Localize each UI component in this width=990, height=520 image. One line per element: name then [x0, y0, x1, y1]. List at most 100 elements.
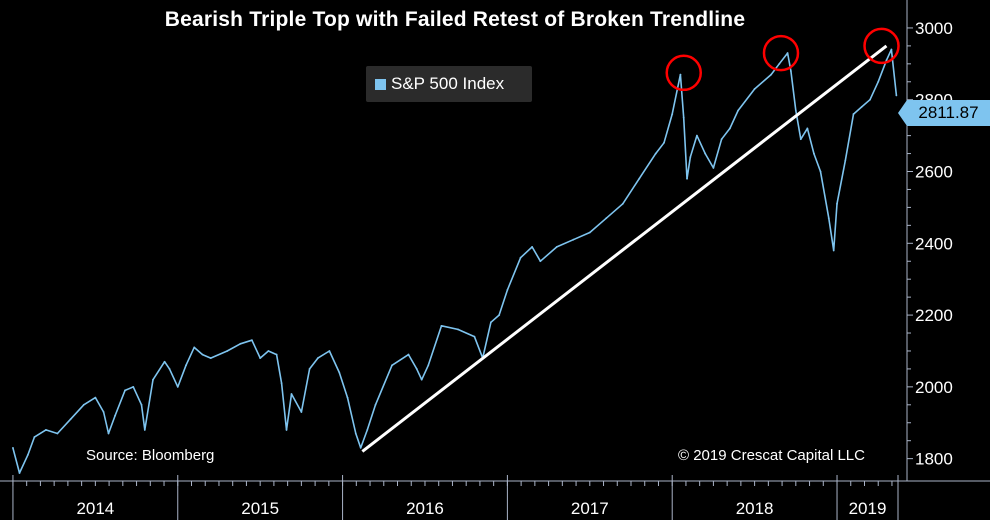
data-point — [671, 113, 674, 115]
data-point — [819, 170, 822, 173]
data-point — [877, 80, 880, 83]
y-tick-label: 3000 — [915, 19, 953, 38]
data-point — [359, 446, 362, 449]
data-point — [806, 127, 809, 130]
data-point — [696, 134, 698, 137]
x-tick-label: 2014 — [76, 499, 114, 518]
data-point — [193, 346, 196, 349]
data-point — [704, 152, 707, 155]
source-note: Source: Bloomberg — [86, 447, 215, 464]
data-point — [114, 414, 117, 417]
data-point — [786, 52, 789, 54]
data-point — [56, 432, 59, 435]
legend-label: S&P 500 Index — [391, 74, 505, 93]
data-point — [679, 73, 682, 76]
x-tick-label: 2017 — [571, 499, 609, 518]
data-point — [712, 167, 715, 169]
data-point — [473, 335, 476, 338]
data-point — [836, 202, 838, 205]
y-tick-label: 2600 — [915, 163, 953, 182]
data-point — [45, 429, 47, 431]
data-point — [689, 156, 692, 159]
data-point — [285, 429, 288, 431]
series-line-sp500 — [12, 48, 898, 474]
data-point — [885, 59, 888, 62]
data-point — [12, 446, 14, 449]
data-point — [490, 321, 492, 324]
data-point — [354, 432, 357, 435]
data-point — [572, 238, 575, 241]
data-point — [290, 393, 293, 395]
data-point — [107, 432, 110, 435]
data-point — [457, 328, 459, 331]
legend-swatch — [375, 79, 386, 90]
x-tick-label: 2016 — [406, 499, 444, 518]
data-point — [895, 94, 898, 97]
data-point — [890, 48, 893, 51]
x-tick-label: 2019 — [849, 499, 887, 518]
data-point — [168, 368, 171, 370]
data-point — [686, 177, 688, 180]
data-point — [720, 138, 723, 141]
last-value-tag: 2811.87 — [907, 100, 990, 126]
data-point — [152, 378, 154, 381]
x-tick-label: 2018 — [736, 499, 774, 518]
data-point — [308, 368, 311, 370]
data-point — [654, 152, 657, 155]
data-point — [663, 141, 665, 144]
data-point — [140, 403, 143, 406]
data-point — [209, 357, 212, 360]
data-point — [498, 314, 501, 316]
y-tick-label: 2200 — [915, 306, 953, 325]
data-point — [519, 256, 522, 259]
data-point — [440, 324, 443, 327]
data-point — [539, 260, 542, 263]
y-tick-label: 2000 — [915, 378, 953, 397]
data-point — [33, 436, 36, 439]
data-point — [832, 249, 835, 252]
data-point — [827, 217, 830, 220]
data-point — [328, 350, 331, 352]
last-value-pointer — [898, 100, 907, 126]
data-point — [366, 429, 369, 431]
data-point — [143, 429, 146, 431]
data-point — [280, 382, 283, 385]
highlight-circle — [762, 34, 800, 72]
data-point — [427, 364, 430, 367]
data-point — [176, 385, 179, 388]
data-point — [789, 70, 792, 72]
y-tick-label: 1800 — [915, 450, 953, 469]
data-point — [259, 357, 262, 360]
data-point — [621, 202, 624, 205]
data-point — [415, 368, 418, 370]
data-point — [94, 396, 97, 399]
data-point — [102, 411, 105, 413]
data-point — [506, 289, 509, 291]
copyright-note: © 2019 Crescat Capital LLC — [678, 447, 865, 464]
data-point — [860, 106, 863, 108]
data-point — [420, 378, 423, 381]
data-point — [605, 217, 608, 220]
data-point — [844, 159, 847, 162]
data-point — [185, 364, 187, 367]
data-point — [737, 109, 740, 112]
legend: S&P 500 Index — [366, 66, 532, 102]
data-point — [201, 353, 204, 356]
data-point — [638, 177, 641, 180]
data-point — [275, 353, 278, 356]
data-point — [799, 138, 802, 141]
trendline — [361, 44, 888, 453]
data-point — [728, 127, 731, 130]
data-point — [69, 418, 72, 421]
data-point — [338, 371, 341, 374]
y-tick-label: 2400 — [915, 234, 953, 253]
data-point — [869, 98, 871, 101]
data-point — [239, 342, 242, 345]
chart-title: Bearish Triple Top with Failed Retest of… — [164, 8, 746, 31]
last-value-label: 2811.87 — [918, 103, 979, 122]
data-point — [267, 350, 270, 352]
data-point — [163, 360, 166, 363]
data-point — [531, 245, 534, 248]
data-point — [391, 364, 393, 367]
